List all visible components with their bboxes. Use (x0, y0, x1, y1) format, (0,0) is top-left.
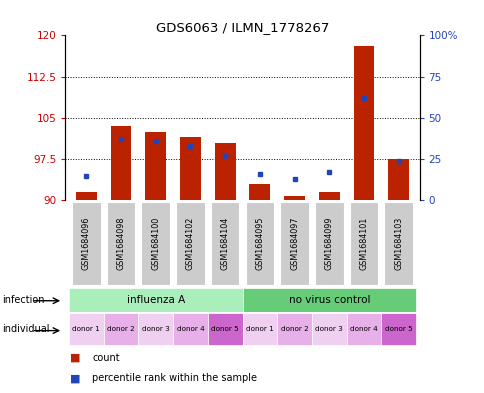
Text: GSM1684102: GSM1684102 (185, 217, 195, 270)
Text: ■: ■ (70, 353, 81, 363)
FancyBboxPatch shape (380, 314, 415, 345)
Bar (180, 137, 200, 200)
FancyBboxPatch shape (141, 202, 169, 285)
FancyBboxPatch shape (242, 314, 277, 345)
Bar (388, 159, 408, 200)
FancyBboxPatch shape (106, 202, 135, 285)
FancyBboxPatch shape (349, 202, 378, 285)
FancyBboxPatch shape (207, 314, 242, 345)
Text: donor 3: donor 3 (141, 326, 169, 332)
Text: GSM1684098: GSM1684098 (116, 217, 125, 270)
Text: donor 1: donor 1 (72, 326, 100, 332)
Text: donor 2: donor 2 (107, 326, 135, 332)
FancyBboxPatch shape (277, 314, 311, 345)
Title: GDS6063 / ILMN_1778267: GDS6063 / ILMN_1778267 (155, 21, 329, 34)
FancyBboxPatch shape (311, 314, 346, 345)
Bar (353, 46, 374, 200)
Text: GSM1684099: GSM1684099 (324, 217, 333, 270)
Text: influenza A: influenza A (126, 295, 184, 305)
Text: count: count (92, 353, 120, 363)
FancyBboxPatch shape (173, 314, 207, 345)
Text: no virus control: no virus control (288, 295, 369, 305)
Text: GSM1684101: GSM1684101 (359, 217, 368, 270)
Bar (284, 196, 304, 200)
Text: donor 4: donor 4 (349, 326, 377, 332)
FancyBboxPatch shape (69, 314, 104, 345)
Bar (76, 192, 96, 200)
Bar (318, 192, 339, 200)
FancyBboxPatch shape (138, 314, 173, 345)
Text: GSM1684095: GSM1684095 (255, 217, 264, 270)
Text: donor 2: donor 2 (280, 326, 308, 332)
FancyBboxPatch shape (245, 202, 273, 285)
Bar (145, 132, 166, 200)
Text: donor 4: donor 4 (176, 326, 204, 332)
Text: GSM1684103: GSM1684103 (393, 217, 402, 270)
FancyBboxPatch shape (346, 314, 380, 345)
Text: GSM1684096: GSM1684096 (82, 217, 91, 270)
FancyBboxPatch shape (211, 202, 239, 285)
Text: donor 3: donor 3 (315, 326, 343, 332)
Text: GSM1684097: GSM1684097 (289, 217, 299, 270)
Text: donor 5: donor 5 (384, 326, 412, 332)
FancyBboxPatch shape (104, 314, 138, 345)
FancyBboxPatch shape (72, 202, 100, 285)
Text: GSM1684104: GSM1684104 (220, 217, 229, 270)
FancyBboxPatch shape (176, 202, 204, 285)
FancyBboxPatch shape (384, 202, 412, 285)
FancyBboxPatch shape (69, 288, 242, 312)
Bar (110, 126, 131, 200)
FancyBboxPatch shape (242, 288, 415, 312)
Text: individual: individual (2, 324, 50, 334)
FancyBboxPatch shape (280, 202, 308, 285)
Text: ■: ■ (70, 373, 81, 383)
Bar (214, 143, 235, 200)
Text: GSM1684100: GSM1684100 (151, 217, 160, 270)
Text: infection: infection (2, 295, 45, 305)
Text: percentile rank within the sample: percentile rank within the sample (92, 373, 257, 383)
Bar (249, 184, 270, 200)
FancyBboxPatch shape (315, 202, 343, 285)
Text: donor 5: donor 5 (211, 326, 239, 332)
Text: donor 1: donor 1 (245, 326, 273, 332)
